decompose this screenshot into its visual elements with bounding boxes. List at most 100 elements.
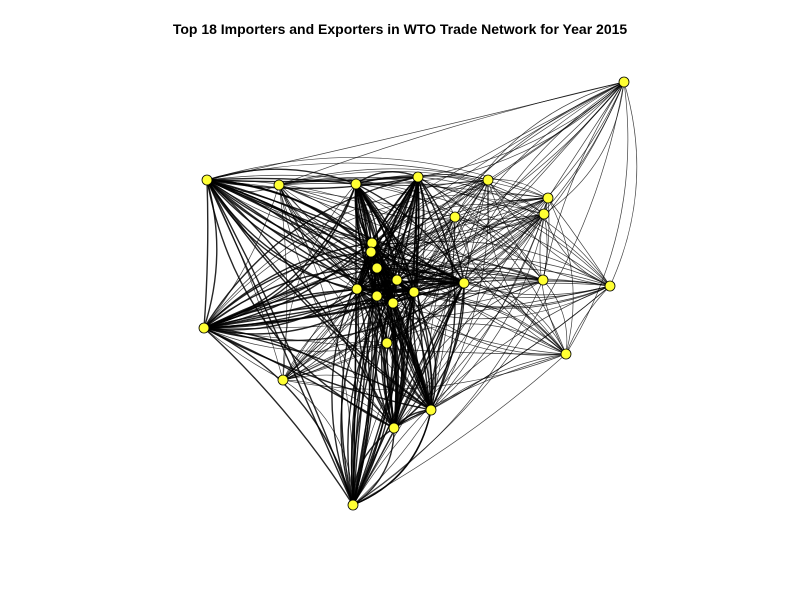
edge-n04-n26 <box>352 183 394 506</box>
edge-n06-n20 <box>203 179 489 329</box>
edge-n18-n23 <box>282 277 544 381</box>
node-marker <box>482 174 494 186</box>
edge-n05-n22 <box>417 176 567 355</box>
node-n20 <box>198 322 210 334</box>
node-n19 <box>604 280 616 292</box>
edge-n07-n20 <box>203 193 549 329</box>
node-n26 <box>347 499 359 511</box>
node-marker <box>537 274 549 286</box>
edge-n19-n23 <box>282 282 611 381</box>
edge-n12-n20 <box>203 267 378 329</box>
edge-n04-n23 <box>282 183 357 381</box>
node-n10 <box>366 237 378 249</box>
edge-n01-n23 <box>282 81 625 381</box>
edge-n05-n06 <box>417 174 489 181</box>
edge-n24-n26 <box>352 409 432 506</box>
edge-n01-n19 <box>609 81 638 287</box>
node-marker <box>542 192 554 204</box>
node-marker <box>273 179 285 191</box>
edge-n23-n25 <box>282 379 395 429</box>
node-marker <box>350 178 362 190</box>
node-n23 <box>277 374 289 386</box>
edge-n22-n24 <box>430 353 567 411</box>
edge-n08-n12 <box>376 213 545 272</box>
node-marker <box>351 283 363 295</box>
edge-n01-n16 <box>392 81 625 304</box>
edge-n08-n24 <box>430 213 545 411</box>
edge-n02-n05 <box>206 176 419 190</box>
node-marker <box>449 211 461 223</box>
edge-n19-n22 <box>565 285 611 355</box>
edge-n17-n26 <box>352 282 465 506</box>
edge-n12-n18 <box>376 265 544 281</box>
edge-n17-n22 <box>463 282 567 355</box>
node-n18 <box>537 274 549 286</box>
edge-n03-n06 <box>278 168 489 186</box>
edge-n01-n08 <box>543 81 625 215</box>
node-marker <box>538 208 550 220</box>
node-marker <box>408 286 420 298</box>
edge-n19-n26 <box>352 285 611 506</box>
edge-n09-n19 <box>454 216 611 287</box>
edge-n03-n14 <box>278 184 358 290</box>
edge-n15-n19 <box>376 267 611 297</box>
node-marker <box>277 374 289 386</box>
edge-n02-n20 <box>203 179 209 329</box>
node-marker <box>347 499 359 511</box>
edge-n16-n20 <box>203 302 394 329</box>
node-marker <box>387 297 399 309</box>
edge-n20-n25 <box>203 327 395 429</box>
edge-n04-n07 <box>355 183 549 199</box>
edge-n08-n22 <box>539 213 567 355</box>
edge-n20-n27 <box>203 288 415 329</box>
node-layer <box>198 76 630 511</box>
edge-n06-n22 <box>487 179 567 355</box>
edge-n19-n21 <box>386 281 611 344</box>
node-n06 <box>482 174 494 186</box>
edge-n17-n23 <box>282 282 465 381</box>
edge-n06-n19 <box>487 179 611 287</box>
edge-n07-n10 <box>371 197 549 244</box>
edge-n02-n26 <box>206 179 354 506</box>
edge-n01-n11 <box>370 81 625 253</box>
edge-n22-n23 <box>282 353 567 390</box>
node-n15 <box>371 290 383 302</box>
node-n25 <box>388 422 400 434</box>
edge-n11-n19 <box>370 241 611 287</box>
edge-n03-n04 <box>278 183 357 186</box>
node-marker <box>371 262 383 274</box>
edge-n03-n20 <box>203 184 280 329</box>
node-marker <box>198 322 210 334</box>
edge-n26-n27 <box>352 291 415 506</box>
edge-n09-n18 <box>454 216 544 281</box>
node-marker <box>371 290 383 302</box>
node-marker <box>365 246 377 258</box>
edge-n16-n26 <box>352 302 397 506</box>
node-marker <box>412 171 424 183</box>
edge-n20-n26 <box>203 327 354 506</box>
edge-n21-n22 <box>386 323 567 355</box>
edge-n06-n07 <box>487 179 549 199</box>
edge-n17-n26 <box>352 282 465 506</box>
edge-n01-n04 <box>355 81 625 185</box>
edge-n10-n18 <box>371 242 544 281</box>
edge-n17-n25 <box>393 282 465 429</box>
node-marker <box>618 76 630 88</box>
edge-n01-n09 <box>454 81 625 218</box>
edge-n05-n20 <box>203 176 419 329</box>
edge-n07-n26 <box>352 197 549 506</box>
edge-n22-n27 <box>413 291 567 355</box>
node-n16 <box>387 297 399 309</box>
edge-n03-n26 <box>278 184 354 506</box>
edge-n23-n24 <box>282 374 432 411</box>
node-n05 <box>412 171 424 183</box>
edge-n10-n20 <box>203 242 373 329</box>
node-n07 <box>542 192 554 204</box>
node-n02 <box>201 174 213 186</box>
edge-n03-n11 <box>278 184 372 253</box>
edge-n25-n27 <box>390 291 415 429</box>
edge-n03-n07 <box>278 171 549 199</box>
node-marker <box>425 404 437 416</box>
edge-n10-n22 <box>371 242 567 355</box>
